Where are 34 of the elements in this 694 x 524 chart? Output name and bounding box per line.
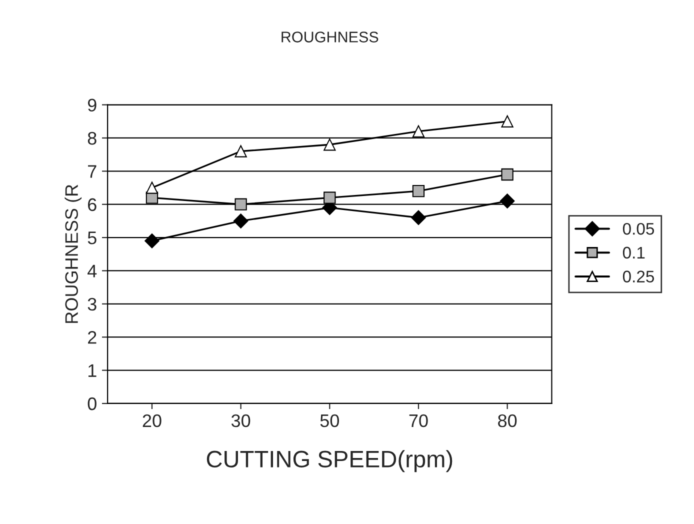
point [501,168,514,181]
point [501,115,514,128]
point [146,182,158,194]
point [234,145,247,158]
point [411,210,426,226]
y-tick-label: 1 [88,364,96,377]
legend-label: 0.05 [622,222,654,235]
y-tick-label: 5 [88,232,96,244]
point [412,185,425,198]
y-tick-label: 4 [88,264,97,278]
y-axis-title: ROUGHNESS (R [64,184,82,323]
x-axis-title: CUTTING SPEED(rpm) [206,450,452,472]
y-tick-label: 3 [88,298,96,311]
point [233,214,248,228]
legend-label: 0.1 [622,246,645,259]
x-tick-label: 20 [142,414,162,428]
y-tick-label: 0 [88,397,96,410]
y-tick-label: 2 [88,331,96,344]
point [412,125,425,138]
x-tick-label: 70 [409,414,428,428]
y-tick-label: 6 [88,198,96,212]
point [234,198,247,210]
y-tick-label: 9 [88,98,96,112]
y-tick-label: 8 [88,132,96,145]
point [324,138,336,151]
x-tick-label: 80 [498,414,517,428]
point [500,194,515,208]
legend-label: 0.25 [622,270,654,282]
point [324,192,336,204]
x-tick-label: 50 [320,414,339,428]
y-tick-label: 7 [88,165,96,178]
x-tick-label: 30 [231,414,250,428]
point [144,233,160,248]
chart-title: ROUGHNESS [282,32,378,42]
